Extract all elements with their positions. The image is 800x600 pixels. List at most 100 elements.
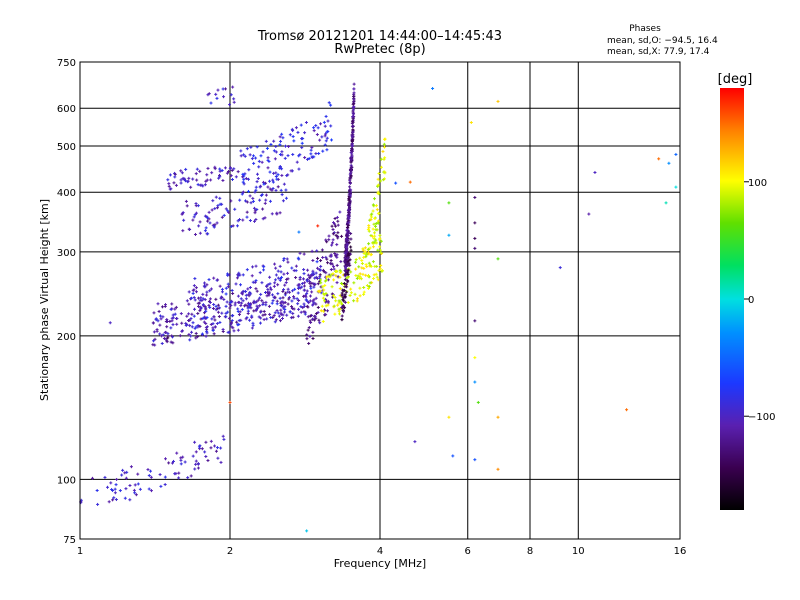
echo-point [371, 227, 375, 231]
echo-point [276, 269, 280, 273]
echo-point [276, 292, 280, 296]
echo-point [321, 319, 325, 323]
echo-point [156, 302, 160, 306]
echo-point [249, 145, 253, 149]
echo-point [149, 475, 153, 479]
echo-point [369, 253, 373, 257]
echo-point [259, 310, 263, 314]
echo-point [274, 150, 278, 154]
echo-point [279, 308, 283, 312]
echo-point [283, 156, 287, 160]
echo-point [378, 245, 382, 249]
echo-point [347, 241, 351, 245]
echo-point [229, 224, 233, 228]
stray-echo-point [593, 170, 597, 174]
echo-point [358, 286, 362, 290]
echo-point [208, 221, 212, 225]
phase-stats: Phases mean, sd,O: −94.5, 16.4 mean, sd,… [607, 24, 718, 57]
echo-point [253, 190, 257, 194]
echo-point [260, 281, 264, 285]
echo-point [283, 305, 287, 309]
echo-point [362, 290, 366, 294]
echo-point [279, 311, 283, 315]
echo-point [357, 265, 361, 269]
echo-point [212, 276, 216, 280]
echo-point [282, 257, 286, 261]
echo-point [274, 273, 278, 277]
echo-point [248, 194, 252, 198]
echo-point [231, 224, 235, 228]
echo-point [188, 227, 192, 231]
echo-point [298, 277, 302, 281]
echo-point [358, 275, 362, 279]
echo-point [294, 276, 298, 280]
echo-point [200, 332, 204, 336]
echo-point [221, 327, 225, 331]
echo-point [323, 283, 327, 287]
echo-point [332, 304, 336, 308]
echo-point [262, 182, 266, 186]
echo-point [348, 179, 352, 183]
echo-point [349, 165, 353, 169]
echo-point [241, 273, 245, 277]
stats-heading: Phases [629, 24, 661, 34]
echo-point [373, 217, 377, 221]
echo-point [361, 272, 365, 276]
echo-point [277, 314, 281, 318]
echo-point [362, 292, 366, 296]
echo-point [193, 467, 197, 471]
echo-point [280, 153, 284, 157]
echo-point [261, 207, 265, 211]
echo-point [180, 171, 184, 175]
echo-point [216, 88, 220, 92]
echo-point [250, 326, 254, 330]
echo-point [193, 232, 197, 236]
echo-point [303, 281, 307, 285]
echo-point [287, 297, 291, 301]
echo-point [279, 188, 283, 192]
echo-point [360, 262, 364, 266]
echo-point [367, 242, 371, 246]
echo-point [308, 314, 312, 318]
echo-point [177, 471, 181, 475]
echo-point [262, 268, 266, 272]
echo-point [193, 440, 197, 444]
echo-point [367, 229, 371, 233]
echo-point [197, 224, 201, 228]
echo-point [184, 199, 188, 203]
echo-point [326, 261, 330, 265]
echo-point [235, 320, 239, 324]
echo-point [153, 337, 157, 341]
echo-point [228, 300, 232, 304]
echo-point [179, 312, 183, 316]
echo-point [233, 301, 237, 305]
echo-point [194, 336, 198, 340]
echo-point [245, 210, 249, 214]
echo-point [320, 248, 324, 252]
echo-point [290, 305, 294, 309]
echo-point [261, 180, 265, 184]
echo-point [120, 473, 124, 477]
echo-point [316, 126, 320, 130]
echo-point [149, 489, 153, 493]
echo-point [213, 318, 217, 322]
echo-point [304, 120, 308, 124]
echo-point [284, 281, 288, 285]
echo-point [309, 274, 313, 278]
echo-point [196, 466, 200, 470]
echo-point [164, 320, 168, 324]
echo-point [158, 332, 162, 336]
echo-point [297, 299, 301, 303]
echo-point [274, 145, 278, 149]
echo-point [295, 297, 299, 301]
echo-point [319, 309, 323, 313]
echo-point [345, 257, 349, 261]
echo-point [214, 297, 218, 301]
echo-point [355, 299, 359, 303]
echo-point [326, 309, 330, 313]
echo-point [329, 124, 333, 128]
echo-point [364, 273, 368, 277]
echo-point [238, 198, 242, 202]
echo-point [215, 322, 219, 326]
echo-point [368, 246, 372, 250]
